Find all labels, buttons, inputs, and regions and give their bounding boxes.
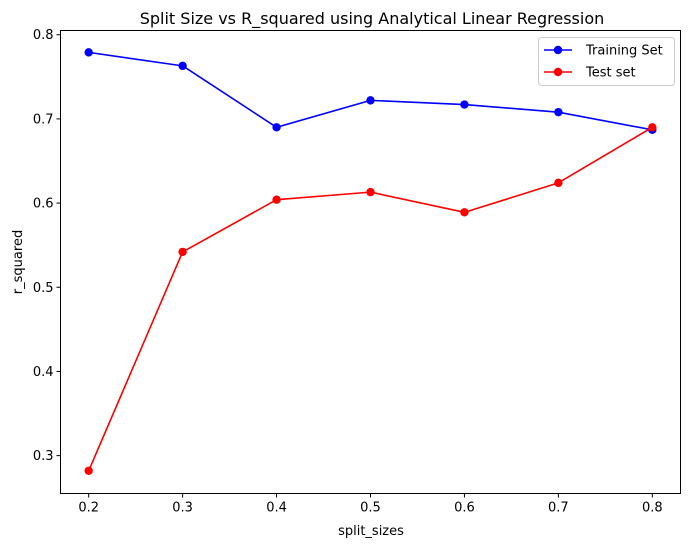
x-tick-label: 0.4 [266,501,287,516]
legend: Training Set Test set [538,37,675,86]
y-tick-label: 0.8 [33,28,54,43]
data-point-training-set [178,61,187,71]
data-point-training-set [84,48,93,57]
chart-title: Split Size vs R_squared using Analytical… [140,9,605,29]
x-tick-label: 0.7 [548,501,569,516]
y-tick-label: 0.3 [33,449,54,464]
data-point-test-set [178,247,187,257]
legend-label-test-set: Test set [585,66,636,81]
x-tick-label: 0.8 [642,501,663,516]
data-point-test-set [366,187,375,197]
data-point-test-set [460,208,469,217]
y-axis-label: r_squared [11,230,26,294]
x-tick-label: 0.6 [454,501,475,516]
legend-label-training-set: Training Set [585,44,663,59]
data-point-training-set [366,96,375,105]
data-point-test-set [648,123,657,132]
data-point-test-set [554,178,563,188]
data-point-training-set [272,123,281,132]
x-tick-label: 0.3 [172,501,193,516]
legend-marker-training-set [553,45,563,55]
data-point-training-set [554,107,563,117]
data-point-training-set [460,100,469,109]
y-tick-label: 0.5 [33,281,54,296]
data-point-test-set [84,466,93,475]
y-tick-label: 0.4 [33,365,54,380]
x-axis-label: split_sizes [338,524,404,539]
legend-marker-test-set [553,67,563,77]
y-tick-label: 0.7 [33,112,54,127]
legend-box [538,37,675,86]
data-point-test-set [272,195,281,204]
x-tick-label: 0.2 [78,501,99,516]
x-tick-label: 0.5 [360,501,381,516]
y-tick-label: 0.6 [33,197,54,212]
